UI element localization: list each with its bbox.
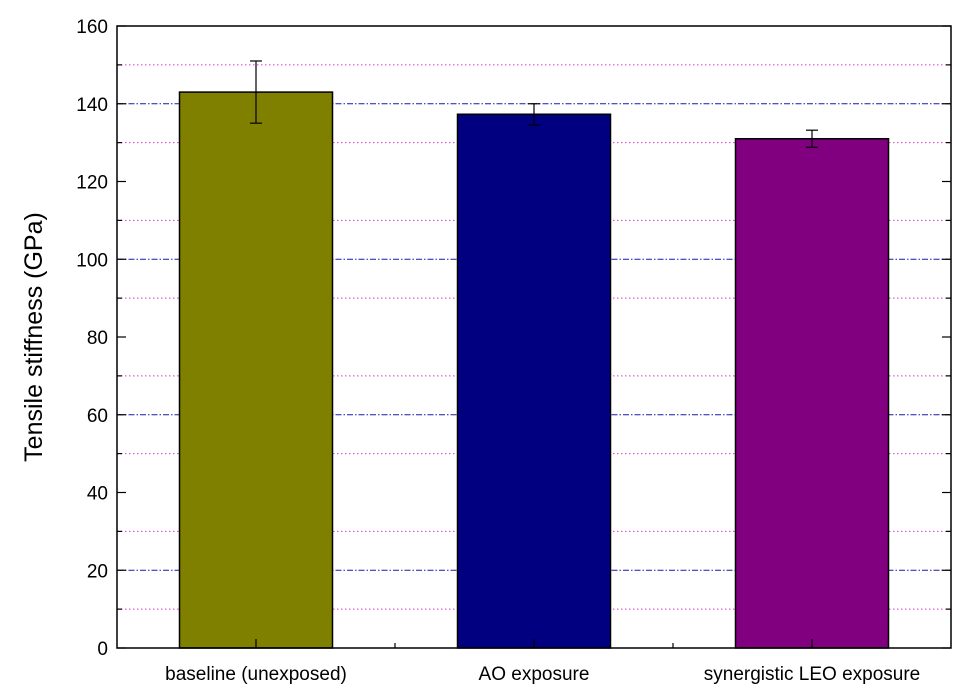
y-tick-label: 100 xyxy=(76,250,108,271)
x-tick-label-1: baseline (unexposed) xyxy=(165,664,347,685)
bar-3 xyxy=(734,137,890,649)
y-tick-label: 160 xyxy=(76,17,108,38)
tick-labels: baseline (unexposed) AO exposure synergist… xyxy=(76,17,920,685)
x-tick-label-2: AO exposure xyxy=(479,664,590,685)
y-tick-label: 80 xyxy=(87,328,108,349)
bars xyxy=(178,91,890,649)
y-tick-label: 140 xyxy=(76,95,108,116)
x-tick-label-3: synergistic LEO exposure xyxy=(704,664,921,685)
y-axis-title: Tensile stiffness (GPa) xyxy=(20,212,48,462)
y-tick-label: 120 xyxy=(76,173,108,194)
y-tick-label: 20 xyxy=(87,561,108,582)
bar-1 xyxy=(178,91,334,649)
y-tick-label: 40 xyxy=(87,484,108,505)
error-bars xyxy=(250,60,818,148)
bar-2 xyxy=(456,113,612,649)
y-tick-label: 60 xyxy=(87,406,108,427)
axis-ticks xyxy=(117,25,951,649)
y-tick-label: 0 xyxy=(97,639,108,660)
